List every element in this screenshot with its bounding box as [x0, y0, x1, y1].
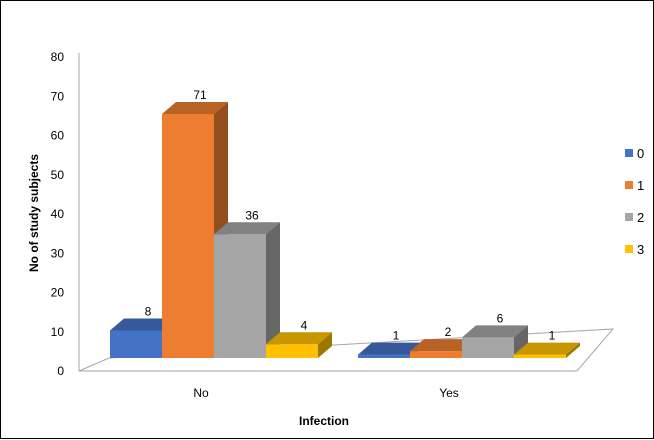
- y-tick-label: 30: [51, 246, 65, 260]
- bar-front: [214, 234, 266, 358]
- bar-front: [514, 354, 566, 358]
- bar-front: [162, 113, 214, 358]
- legend-label: 1: [637, 178, 644, 193]
- y-axis: 0 10 20 30 40 50 60 70 80: [51, 50, 65, 378]
- legend-swatch: [625, 181, 633, 189]
- bar: [462, 325, 528, 358]
- bar-top: [110, 318, 176, 331]
- y-tick-label: 80: [51, 50, 65, 64]
- legend-swatch: [625, 245, 633, 253]
- x-tick-label: Yes: [439, 386, 459, 400]
- y-axis-title: No of study subjects: [27, 154, 41, 272]
- bar-side: [566, 342, 580, 358]
- y-tick-label: 40: [51, 207, 65, 221]
- bar-top: [162, 101, 228, 114]
- bar-top: [358, 342, 424, 355]
- bar: [266, 332, 332, 358]
- y-tick-label: 0: [57, 364, 64, 378]
- bar-top: [514, 342, 580, 355]
- bar-top: [214, 222, 280, 235]
- legend: 0 1 2 3: [625, 146, 644, 257]
- bar-side: [318, 332, 332, 358]
- data-label: 36: [245, 208, 259, 222]
- bar: [514, 342, 580, 358]
- bar-front: [110, 330, 162, 358]
- bar-top: [266, 332, 332, 345]
- y-tick-label: 50: [51, 168, 65, 182]
- data-label: 8: [145, 305, 152, 319]
- bar-front: [358, 354, 410, 358]
- y-tick-label: 70: [51, 89, 65, 103]
- y-tick-label: 60: [51, 129, 65, 143]
- x-axis-title: Infection: [299, 414, 349, 428]
- y-tick-label: 10: [51, 325, 65, 339]
- bar-side: [514, 325, 528, 358]
- bar-front: [410, 351, 462, 358]
- legend-label: 0: [637, 146, 644, 161]
- bar: [214, 222, 280, 358]
- legend-label: 2: [637, 210, 644, 225]
- legend-swatch: [625, 149, 633, 157]
- data-label: 2: [445, 325, 452, 339]
- x-tick-label: No: [193, 386, 209, 400]
- data-label: 1: [393, 329, 400, 343]
- data-label: 4: [301, 318, 308, 332]
- bar-top: [462, 325, 528, 338]
- legend-label: 3: [637, 242, 644, 257]
- bar-front: [266, 344, 318, 358]
- data-label: 71: [193, 88, 207, 102]
- bar-top: [410, 339, 476, 352]
- x-axis: No Yes: [193, 386, 458, 400]
- legend-swatch: [625, 213, 633, 221]
- data-label: 6: [497, 311, 504, 325]
- y-tick-label: 20: [51, 286, 65, 300]
- bar-side: [266, 222, 280, 358]
- bar-front: [462, 337, 514, 358]
- data-labels: 8 1 71 2 36 6 4 1: [145, 88, 556, 343]
- bars: [110, 101, 580, 358]
- data-label: 1: [549, 329, 556, 343]
